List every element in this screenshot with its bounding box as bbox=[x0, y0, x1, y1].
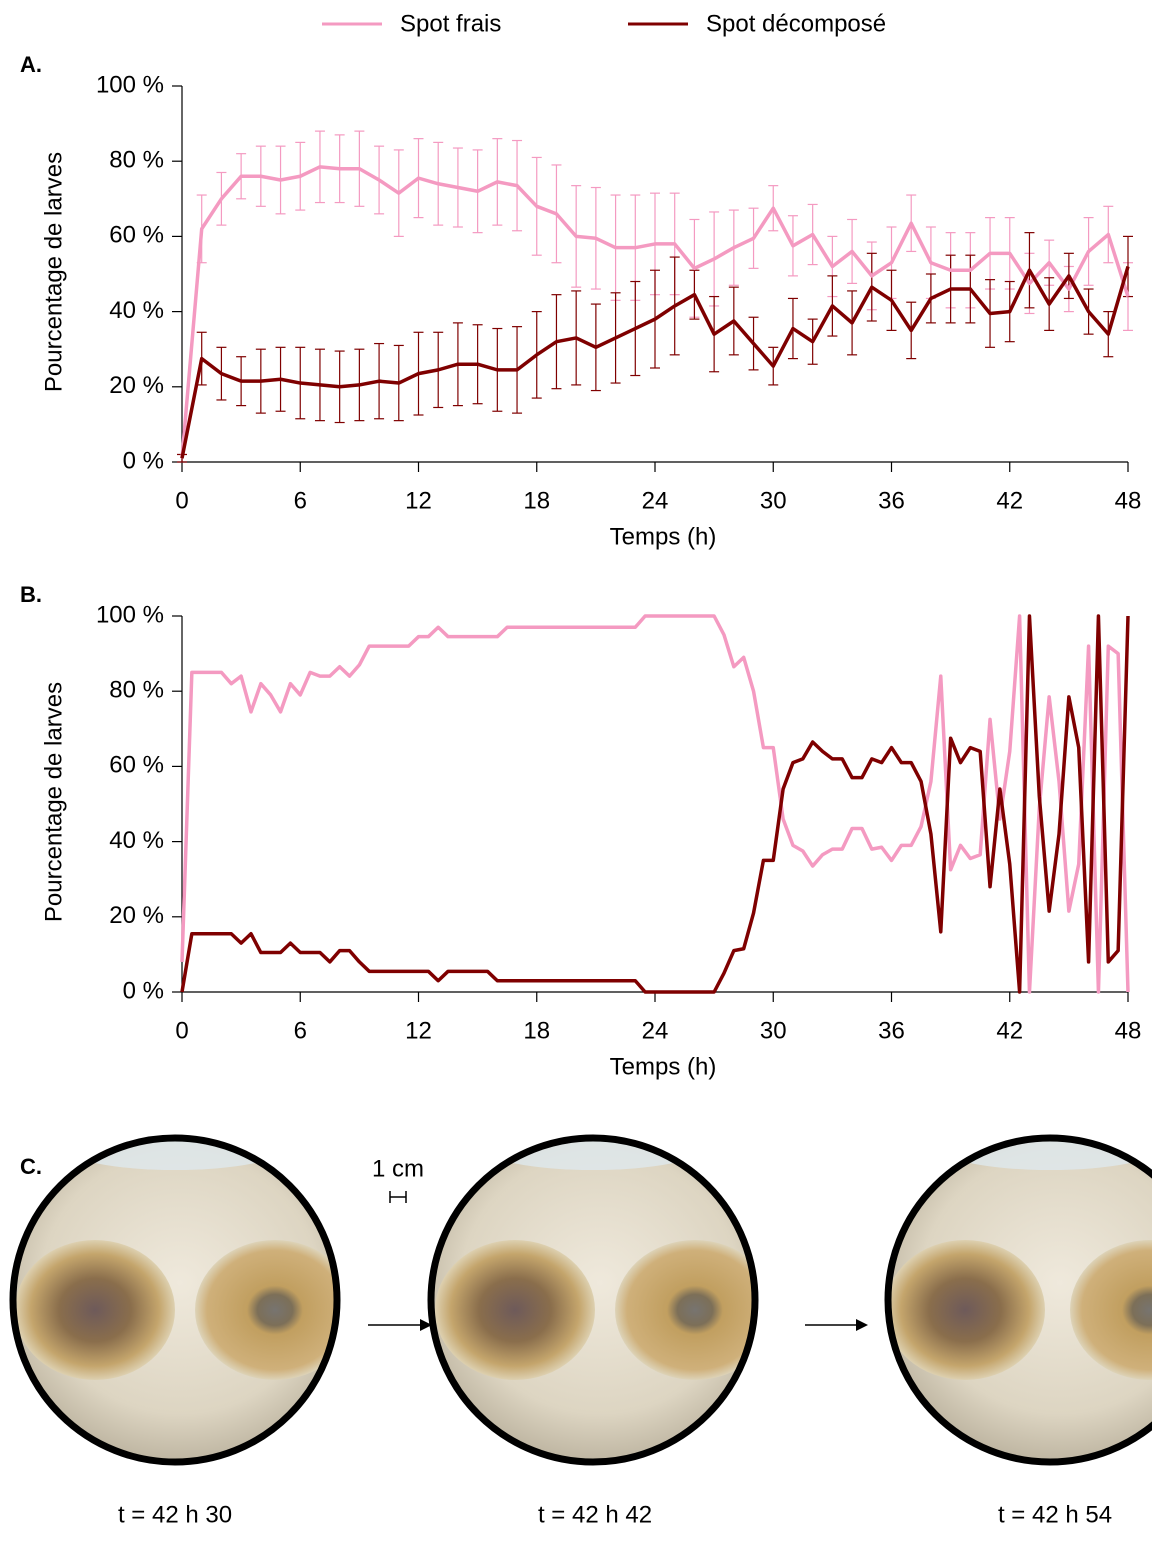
y-tick-label: 20 % bbox=[109, 372, 164, 399]
scale-bar bbox=[389, 1191, 407, 1203]
photo bbox=[13, 1138, 337, 1462]
x-tick-label: 30 bbox=[760, 1017, 787, 1044]
x-tick-label: 36 bbox=[878, 1017, 905, 1044]
x-tick-label: 48 bbox=[1115, 487, 1142, 514]
series-line bbox=[180, 614, 1130, 994]
arrow bbox=[805, 1319, 868, 1331]
y-tick-label: 40 % bbox=[109, 827, 164, 854]
x-tick-label: 18 bbox=[523, 1017, 550, 1044]
y-tick-label: 100 % bbox=[96, 71, 164, 98]
y-tick-label: 60 % bbox=[109, 752, 164, 779]
x-tick-label: 36 bbox=[878, 487, 905, 514]
x-axis-label: Temps (h) bbox=[610, 1053, 717, 1080]
y-tick-label: 60 % bbox=[109, 222, 164, 249]
x-tick-label: 12 bbox=[405, 487, 432, 514]
y-tick-label: 0 % bbox=[123, 977, 164, 1004]
dish-outline bbox=[884, 1134, 1152, 1466]
panel-label: C. bbox=[20, 1154, 42, 1179]
legend-label: Spot frais bbox=[400, 10, 501, 37]
y-axis-label: Pourcentage de larves bbox=[40, 152, 67, 392]
x-tick-label: 0 bbox=[175, 1017, 188, 1044]
y-tick-label: 40 % bbox=[109, 297, 164, 324]
series-line bbox=[180, 614, 1130, 994]
panel-label: B. bbox=[20, 582, 42, 607]
x-tick-label: 42 bbox=[996, 487, 1023, 514]
x-tick-label: 6 bbox=[294, 487, 307, 514]
y-tick-label: 20 % bbox=[109, 902, 164, 929]
photo bbox=[888, 1138, 1152, 1462]
arrow bbox=[368, 1319, 432, 1331]
x-tick-label: 24 bbox=[642, 1017, 669, 1044]
x-tick-label: 12 bbox=[405, 1017, 432, 1044]
scale-label: 1 cm bbox=[372, 1155, 424, 1182]
photo-caption: t = 42 h 54 bbox=[998, 1501, 1112, 1528]
x-tick-label: 0 bbox=[175, 487, 188, 514]
dish-outline bbox=[9, 1134, 341, 1466]
x-tick-label: 6 bbox=[294, 1017, 307, 1044]
y-tick-label: 80 % bbox=[109, 147, 164, 174]
x-tick-label: 42 bbox=[996, 1017, 1023, 1044]
y-tick-label: 100 % bbox=[96, 601, 164, 628]
x-axis-label: Temps (h) bbox=[610, 523, 717, 550]
x-tick-label: 24 bbox=[642, 487, 669, 514]
series-line bbox=[180, 265, 1130, 459]
y-tick-label: 0 % bbox=[123, 447, 164, 474]
photo-caption: t = 42 h 30 bbox=[118, 1501, 232, 1528]
y-tick-label: 80 % bbox=[109, 677, 164, 704]
x-tick-label: 48 bbox=[1115, 1017, 1142, 1044]
x-tick-label: 30 bbox=[760, 487, 787, 514]
y-axis-label: Pourcentage de larves bbox=[40, 682, 67, 922]
x-tick-label: 18 bbox=[523, 487, 550, 514]
photo bbox=[431, 1138, 755, 1462]
dish-outline bbox=[427, 1134, 759, 1466]
photo-caption: t = 42 h 42 bbox=[538, 1501, 652, 1528]
series-line bbox=[180, 165, 1130, 459]
panel-label: A. bbox=[20, 52, 42, 77]
legend-label: Spot décomposé bbox=[706, 10, 886, 37]
